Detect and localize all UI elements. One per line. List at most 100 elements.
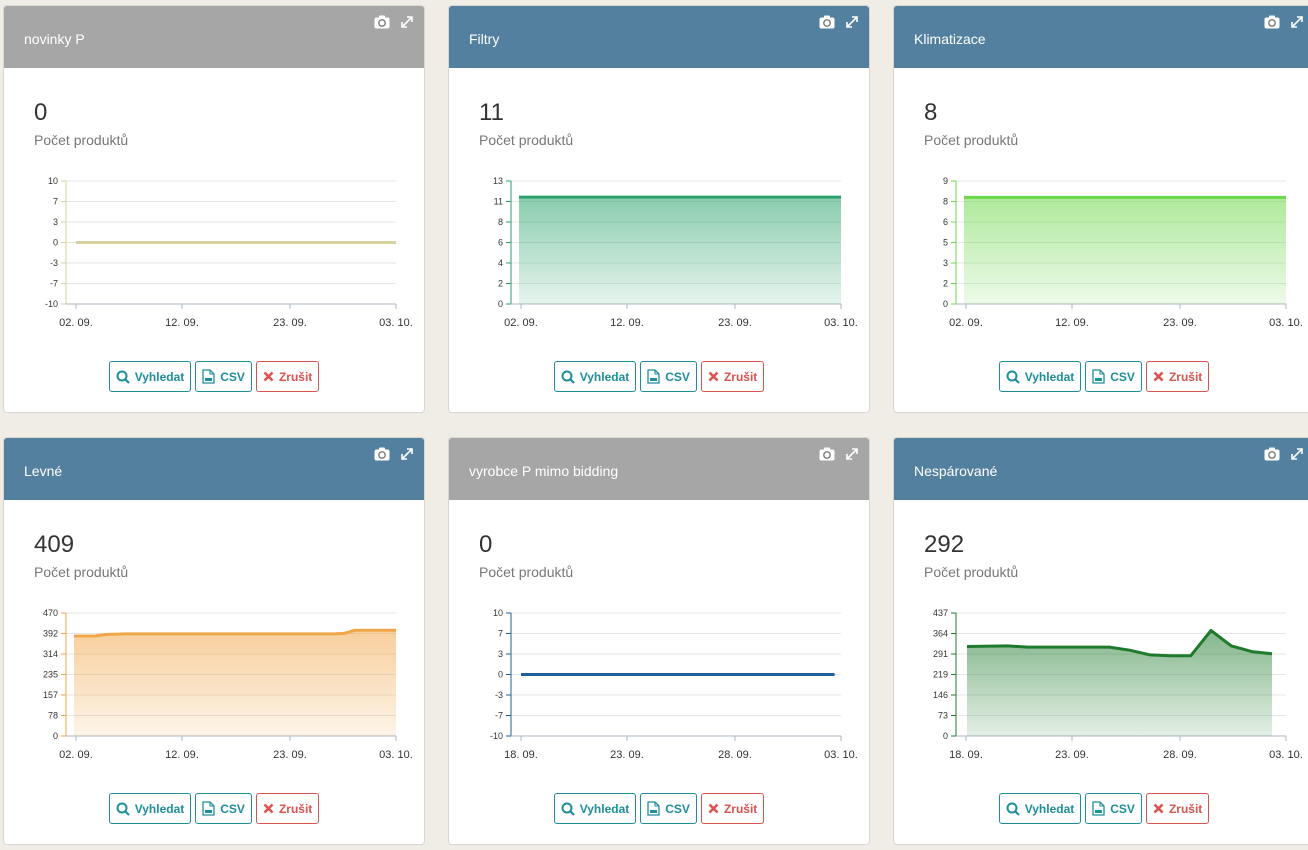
widget-actions: Vyhledat CSV Zrušit	[449, 793, 869, 824]
y-tick-label: 470	[43, 608, 58, 618]
search-button[interactable]: Vyhledat	[998, 361, 1082, 392]
search-button-label: Vyhledat	[1024, 369, 1075, 384]
cancel-button[interactable]: Zrušit	[700, 793, 765, 824]
expand-icon[interactable]	[845, 447, 859, 461]
widget-card-2: Filtry 11 Počet	[448, 5, 870, 413]
search-button[interactable]: Vyhledat	[108, 793, 192, 824]
expand-icon[interactable]	[845, 15, 859, 29]
search-icon	[116, 370, 130, 384]
y-tick-label: 157	[43, 690, 58, 700]
csv-button[interactable]: CSV	[1085, 361, 1142, 392]
x-tick-label: 23. 09.	[1055, 749, 1089, 761]
expand-icon[interactable]	[1290, 447, 1304, 461]
csv-button[interactable]: CSV	[195, 793, 252, 824]
product-count-label: Počet produktů	[924, 132, 1019, 148]
close-icon	[708, 803, 719, 814]
widget-title: Klimatizace	[914, 31, 986, 47]
y-tick-label: -7	[495, 711, 503, 721]
product-count-value: 409	[34, 531, 75, 558]
search-button[interactable]: Vyhledat	[108, 361, 192, 392]
search-button[interactable]: Vyhledat	[553, 793, 637, 824]
y-tick-label: 0	[943, 299, 948, 309]
product-count-label: Počet produktů	[34, 564, 129, 580]
camera-icon[interactable]	[374, 15, 390, 29]
csv-button[interactable]: CSV	[640, 361, 697, 392]
series-area	[967, 630, 1272, 736]
expand-icon[interactable]	[1290, 15, 1304, 29]
search-button-label: Vyhledat	[579, 369, 630, 384]
y-tick-label: -7	[50, 279, 58, 289]
x-tick-label: 18. 09.	[504, 749, 538, 761]
search-icon	[561, 370, 575, 384]
x-tick-label: 23. 09.	[610, 749, 644, 761]
y-tick-label: 10	[48, 176, 58, 186]
file-icon	[647, 801, 660, 816]
widget-actions: Vyhledat CSV Zrušit	[4, 361, 424, 392]
csv-button[interactable]: CSV	[1085, 793, 1142, 824]
product-count-chart: 437 364 291 219 146 73 018. 09. 23. 09. 28. 09. 0…	[933, 608, 1303, 761]
product-count-label: Počet produktů	[34, 132, 129, 148]
series-area	[74, 630, 396, 736]
cancel-button[interactable]: Zrušit	[1145, 793, 1210, 824]
x-tick-label: 18. 09.	[949, 749, 983, 761]
series-line	[74, 628, 396, 638]
search-button-label: Vyhledat	[579, 801, 630, 816]
csv-button[interactable]: CSV	[195, 361, 252, 392]
file-icon	[647, 369, 660, 384]
y-tick-label: 219	[933, 670, 948, 680]
widget-header: Levné	[4, 438, 424, 500]
close-icon	[263, 371, 274, 382]
product-count-value: 292	[924, 531, 965, 558]
file-icon	[202, 801, 215, 816]
x-tick-label: 02. 09.	[59, 317, 93, 329]
camera-icon[interactable]	[1264, 447, 1280, 461]
y-tick-label: 0	[943, 731, 948, 741]
cancel-button[interactable]: Zrušit	[700, 361, 765, 392]
search-button[interactable]: Vyhledat	[998, 793, 1082, 824]
widget-actions: Vyhledat CSV Zrušit	[894, 361, 1308, 392]
search-button[interactable]: Vyhledat	[553, 361, 637, 392]
y-tick-label: 392	[43, 629, 58, 639]
close-icon	[1153, 371, 1164, 382]
csv-button[interactable]: CSV	[640, 793, 697, 824]
camera-icon[interactable]	[819, 447, 835, 461]
search-icon	[561, 802, 575, 816]
expand-icon[interactable]	[400, 447, 414, 461]
y-tick-label: 0	[53, 731, 58, 741]
camera-icon[interactable]	[374, 447, 390, 461]
x-tick-label: 12. 09.	[165, 317, 199, 329]
y-tick-label: 314	[43, 649, 58, 659]
expand-icon[interactable]	[400, 15, 414, 29]
cancel-button[interactable]: Zrušit	[1145, 361, 1210, 392]
cancel-button[interactable]: Zrušit	[255, 793, 320, 824]
y-tick-label: 8	[943, 197, 948, 207]
y-tick-label: 78	[48, 711, 58, 721]
cancel-button[interactable]: Zrušit	[255, 361, 320, 392]
widget-title: Levné	[24, 463, 63, 479]
series-line	[966, 629, 1273, 658]
close-icon	[708, 371, 719, 382]
x-tick-label: 03. 10.	[379, 317, 413, 329]
cancel-button-label: Zrušit	[1168, 369, 1203, 384]
widget-title: Nespárované	[914, 463, 998, 479]
series-area	[964, 197, 1286, 304]
widget-header: Filtry	[449, 6, 869, 68]
file-icon	[202, 369, 215, 384]
y-tick-label: 10	[493, 608, 503, 618]
csv-button-label: CSV	[1110, 801, 1135, 816]
widget-header: vyrobce P mimo bidding	[449, 438, 869, 500]
widget-header: novinky P	[4, 6, 424, 68]
widget-actions: Vyhledat CSV Zrušit	[449, 361, 869, 392]
camera-icon[interactable]	[819, 15, 835, 29]
product-count-chart: 9 8 6 5 3 2 002. 09. 12. 09. 23. 09. 03. 10.	[943, 176, 1303, 329]
widget-card-5: vyrobce P mimo bidding	[448, 437, 870, 845]
product-count-value: 0	[34, 99, 48, 126]
widget-card-1: novinky P 0 Poč	[3, 5, 425, 413]
camera-icon[interactable]	[1264, 15, 1280, 29]
y-tick-label: 0	[53, 238, 58, 248]
cancel-button-label: Zrušit	[278, 801, 313, 816]
csv-button-label: CSV	[1110, 369, 1135, 384]
y-tick-label: 6	[943, 217, 948, 227]
widget-card-6: Nespárované 292	[893, 437, 1308, 845]
